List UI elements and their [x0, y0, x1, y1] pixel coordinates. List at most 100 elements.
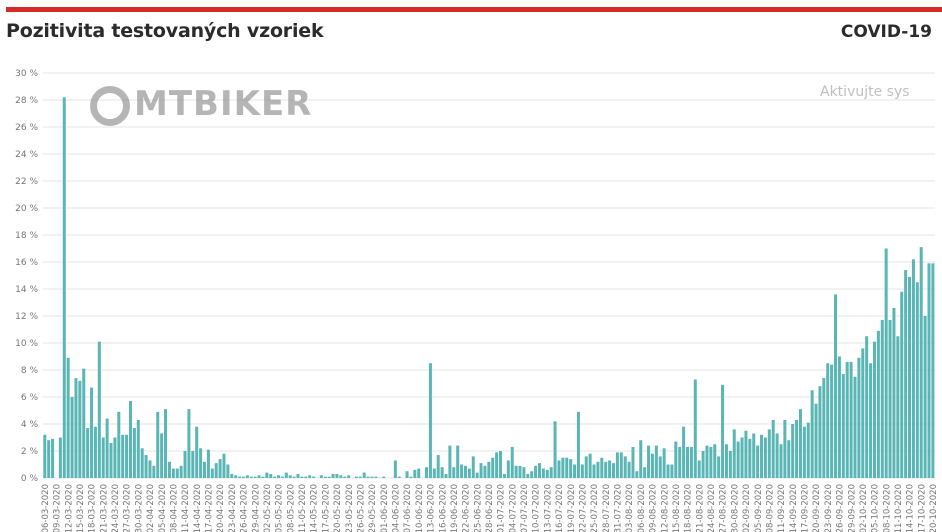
x-tick-label: 02-09-2020 — [742, 484, 752, 532]
bar — [682, 426, 686, 478]
bar — [245, 475, 249, 478]
x-tick-label: 18-08-2020 — [684, 484, 694, 532]
bar — [693, 379, 697, 478]
x-tick-label: 26-05-2020 — [356, 484, 366, 532]
x-tick-label: 23-04-2020 — [228, 484, 238, 532]
x-tick-label: 16-07-2020 — [555, 484, 565, 532]
bar — [144, 455, 148, 478]
bar — [576, 411, 580, 478]
page-title: Pozitivita testovaných vzoriek — [6, 20, 324, 42]
bar — [319, 475, 323, 478]
x-tick-label: 24-03-2020 — [111, 484, 121, 532]
bar — [791, 424, 795, 478]
y-tick-label: 6 % — [21, 393, 39, 403]
bar — [915, 282, 919, 478]
bar — [834, 294, 838, 478]
bar — [269, 473, 273, 478]
bar — [312, 476, 316, 478]
bar — [448, 445, 452, 478]
bar — [257, 475, 261, 478]
bar — [203, 461, 206, 478]
x-tick-label: 14-04-2020 — [193, 484, 203, 532]
bar — [530, 471, 534, 478]
bar — [732, 429, 736, 478]
bar — [280, 476, 284, 478]
bar — [97, 341, 101, 478]
bar — [611, 463, 615, 478]
bar — [187, 409, 191, 478]
x-tick-label: 28-07-2020 — [602, 484, 612, 532]
bar — [277, 475, 281, 478]
x-tick-label: 20-05-2020 — [333, 484, 343, 532]
bar — [238, 476, 242, 478]
bar — [347, 475, 351, 478]
bar — [748, 438, 752, 478]
bar — [837, 356, 841, 478]
bar — [234, 475, 238, 478]
x-tick-label: 02-10-2020 — [859, 484, 869, 532]
x-tick-label: 17-09-2020 — [801, 484, 811, 532]
bar — [370, 476, 374, 478]
bar — [93, 426, 97, 478]
bar — [689, 446, 693, 478]
bar — [806, 422, 810, 478]
x-tick-label: 21-08-2020 — [695, 484, 705, 532]
x-tick-label: 26-09-2020 — [836, 484, 846, 532]
bar — [101, 437, 105, 478]
x-tick-label: 10-06-2020 — [415, 484, 425, 532]
bar — [880, 320, 884, 478]
bar — [90, 387, 94, 478]
x-tick-label: 21-03-2020 — [99, 484, 109, 532]
x-tick-label: 15-03-2020 — [76, 484, 86, 532]
bar — [152, 465, 156, 478]
bar — [857, 357, 861, 478]
bar — [128, 401, 132, 478]
bar — [393, 460, 397, 478]
x-tick-label: 10-07-2020 — [532, 484, 542, 532]
x-tick-label: 18-03-2020 — [88, 484, 98, 532]
mtbiker-watermark: MTBIKER — [90, 84, 312, 126]
bar — [175, 468, 179, 478]
bar — [869, 363, 873, 478]
x-tick-label: 08-10-2020 — [882, 484, 892, 532]
bar — [335, 473, 339, 478]
bar — [670, 464, 674, 478]
bar — [756, 445, 760, 478]
x-tick-label: 16-06-2020 — [438, 484, 448, 532]
bar — [117, 411, 121, 478]
y-tick-label: 28 % — [15, 96, 38, 106]
bar — [436, 455, 440, 478]
x-tick-label: 17-04-2020 — [205, 484, 215, 532]
x-tick-label: 26-04-2020 — [240, 484, 250, 532]
bar — [467, 468, 471, 478]
bar — [514, 465, 518, 478]
bar — [354, 476, 358, 478]
x-tick-label: 05-10-2020 — [871, 484, 881, 532]
bar — [522, 467, 526, 478]
bar — [62, 97, 66, 479]
x-tick-label: 02-04-2020 — [146, 484, 156, 532]
x-tick-label: 14-09-2020 — [789, 484, 799, 532]
bar — [308, 475, 312, 478]
bar — [592, 464, 596, 478]
bar — [148, 460, 152, 478]
bar — [795, 419, 799, 478]
y-tick-label: 20 % — [15, 204, 38, 214]
bar — [818, 386, 822, 478]
x-tick-label: 06-03-2020 — [41, 484, 51, 532]
bar — [814, 403, 818, 478]
bar — [565, 457, 569, 478]
bar — [518, 465, 522, 478]
bar — [810, 390, 814, 478]
bar — [382, 476, 386, 478]
bar — [179, 465, 183, 478]
bar — [674, 441, 678, 478]
bar — [876, 330, 880, 478]
bar — [164, 409, 168, 478]
x-tick-label: 22-06-2020 — [462, 484, 472, 532]
bar — [471, 456, 475, 478]
bar — [218, 459, 222, 478]
gear-icon — [90, 85, 130, 126]
bar — [167, 461, 171, 478]
bar — [409, 476, 413, 478]
